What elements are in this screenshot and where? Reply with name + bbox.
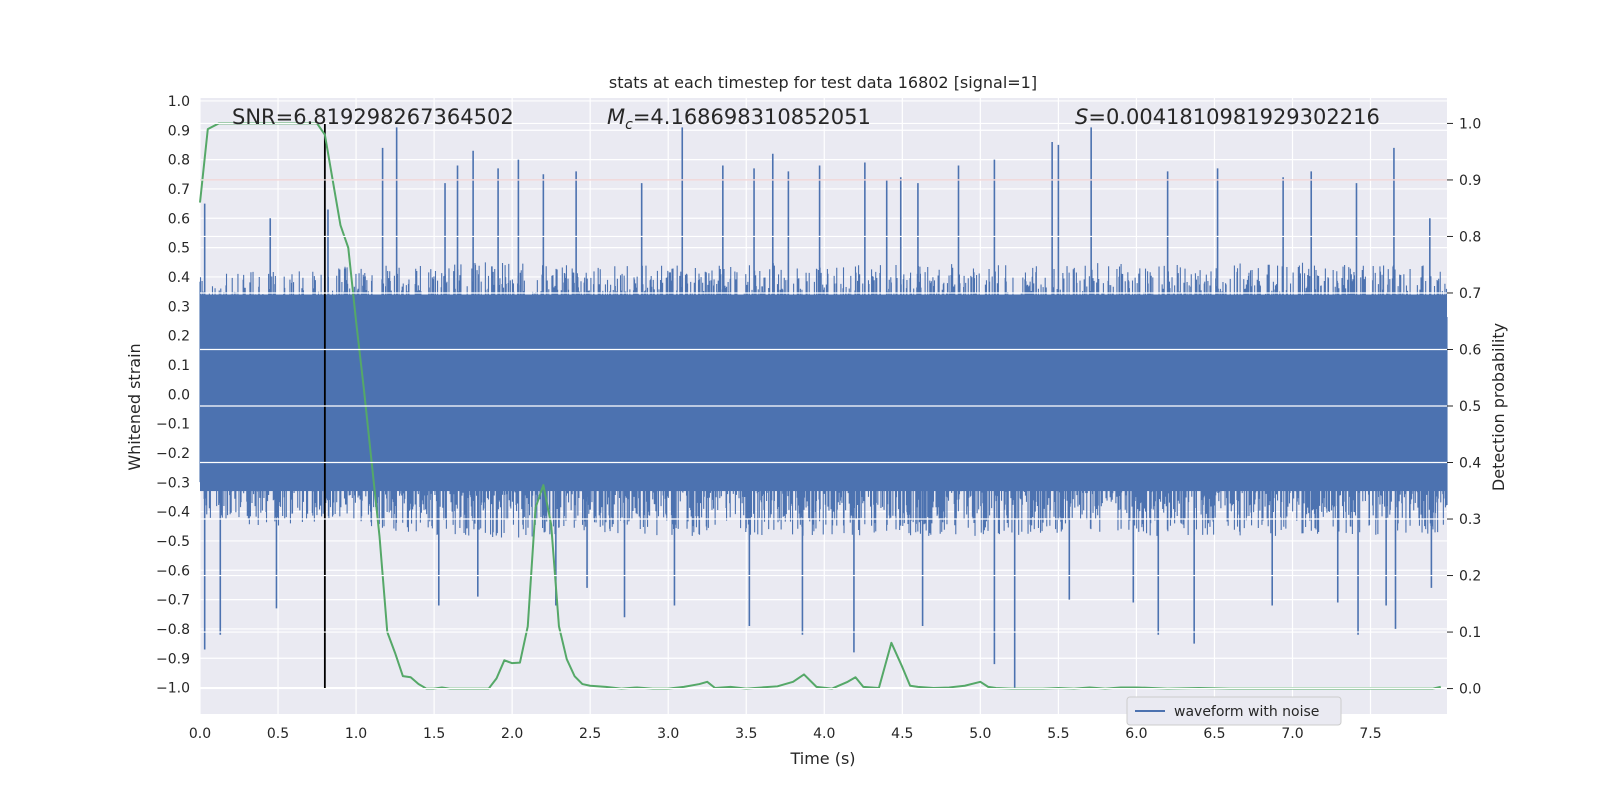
y-tick-label: 0.4 (168, 270, 190, 286)
y-tick-label: −0.7 (156, 593, 190, 609)
x-tick-label: 6.0 (1125, 726, 1147, 742)
y-tick-label: −0.9 (156, 651, 190, 667)
chirp-mass-annotation: Mc=4.168698310852051 (607, 105, 871, 133)
y-tick-label: 0.1 (168, 358, 190, 374)
x-tick-label: 2.5 (579, 726, 601, 742)
right-axis-ticks: 1.0 0.9 0.8 0.7 0.6 0.5 0.4 0.3 0.2 0.1 0.0 (1447, 116, 1481, 698)
x-tick-label: 4.5 (891, 726, 913, 742)
y2-tick-label: 0.0 (1459, 682, 1481, 698)
y-tick-label: −0.8 (156, 622, 190, 638)
y-axis-label: Whitened strain (125, 343, 144, 470)
y-tick-label: 0.2 (168, 329, 190, 345)
y2-tick-label: 0.2 (1459, 569, 1481, 585)
y2-tick-label: 1.0 (1459, 116, 1481, 132)
x-tick-label: 7.0 (1281, 726, 1303, 742)
x-tick-label: 1.5 (423, 726, 445, 742)
y2-tick-label: 0.7 (1459, 286, 1481, 302)
legend-box (1126, 696, 1342, 726)
x-tick-label: 3.5 (735, 726, 757, 742)
chirp-mass-value: =4.168698310852051 (633, 105, 871, 129)
y2-tick-label: 0.6 (1459, 342, 1481, 358)
x-tick-label: 5.0 (969, 726, 991, 742)
left-axis-ticks: 1.0 0.9 0.8 0.7 0.6 0.5 0.4 0.3 0.2 0.1 0.0 −0.1 −0.… (156, 94, 190, 697)
x-tick-label: 0.0 (189, 726, 211, 742)
x-tick-label: 2.0 (501, 726, 523, 742)
y2-tick-label: 0.5 (1459, 399, 1481, 415)
y-tick-label: 0.0 (168, 387, 190, 403)
y2-tick-label: 0.4 (1459, 456, 1481, 472)
y2-tick-label: 0.1 (1459, 625, 1481, 641)
y2-axis-label: Detection probability (1489, 323, 1508, 491)
y-tick-label: 0.6 (168, 211, 190, 227)
y2-tick-label: 0.9 (1459, 173, 1481, 189)
x-tick-label: 5.5 (1047, 726, 1069, 742)
y-tick-label: −0.5 (156, 534, 190, 550)
y-tick-label: 1.0 (168, 94, 190, 110)
chirp-mass-subscript: c (625, 117, 633, 133)
y-tick-label: −0.2 (156, 446, 190, 462)
x-tick-label: 1.0 (345, 726, 367, 742)
y-tick-label: 0.9 (168, 123, 190, 139)
y-tick-label: −0.1 (156, 417, 190, 433)
y-tick-label: −0.4 (156, 505, 190, 521)
y-tick-label: 0.5 (168, 241, 190, 257)
x-axis-ticks: 0.0 0.5 1.0 1.5 2.0 2.5 3.0 3.5 4.0 4.5 5.0 5.5 6.0 6… (189, 726, 1382, 742)
x-tick-label: 6.5 (1203, 726, 1225, 742)
y-tick-label: 0.3 (168, 299, 190, 315)
y-tick-label: 0.7 (168, 182, 190, 198)
y-tick-label: −1.0 (156, 681, 190, 697)
x-tick-label: 3.0 (657, 726, 679, 742)
legend: waveform with noise (1126, 696, 1342, 726)
gridlines-y2 (200, 122, 1447, 690)
snr-annotation: SNR=6.819298267364502 (232, 105, 514, 129)
x-axis-label: Time (s) (789, 749, 855, 768)
s-annotation: S=0.0041810981929302216 (1075, 105, 1380, 129)
chart-title: stats at each timestep for test data 168… (609, 73, 1037, 92)
legend-label: waveform with noise (1174, 704, 1319, 720)
x-tick-label: 7.5 (1359, 726, 1381, 742)
waveform-core-band (200, 294, 1447, 492)
y-tick-label: −0.3 (156, 475, 190, 491)
chirp-mass-symbol: M (607, 105, 625, 129)
y-tick-label: −0.6 (156, 563, 190, 579)
x-tick-label: 0.5 (267, 726, 289, 742)
s-symbol: S (1075, 105, 1088, 129)
s-value: =0.0041810981929302216 (1088, 105, 1380, 129)
y-tick-label: 0.8 (168, 153, 190, 169)
y2-tick-label: 0.8 (1459, 229, 1481, 245)
x-tick-label: 4.0 (813, 726, 835, 742)
y2-tick-label: 0.3 (1459, 512, 1481, 528)
waveform-series (199, 127, 1448, 688)
